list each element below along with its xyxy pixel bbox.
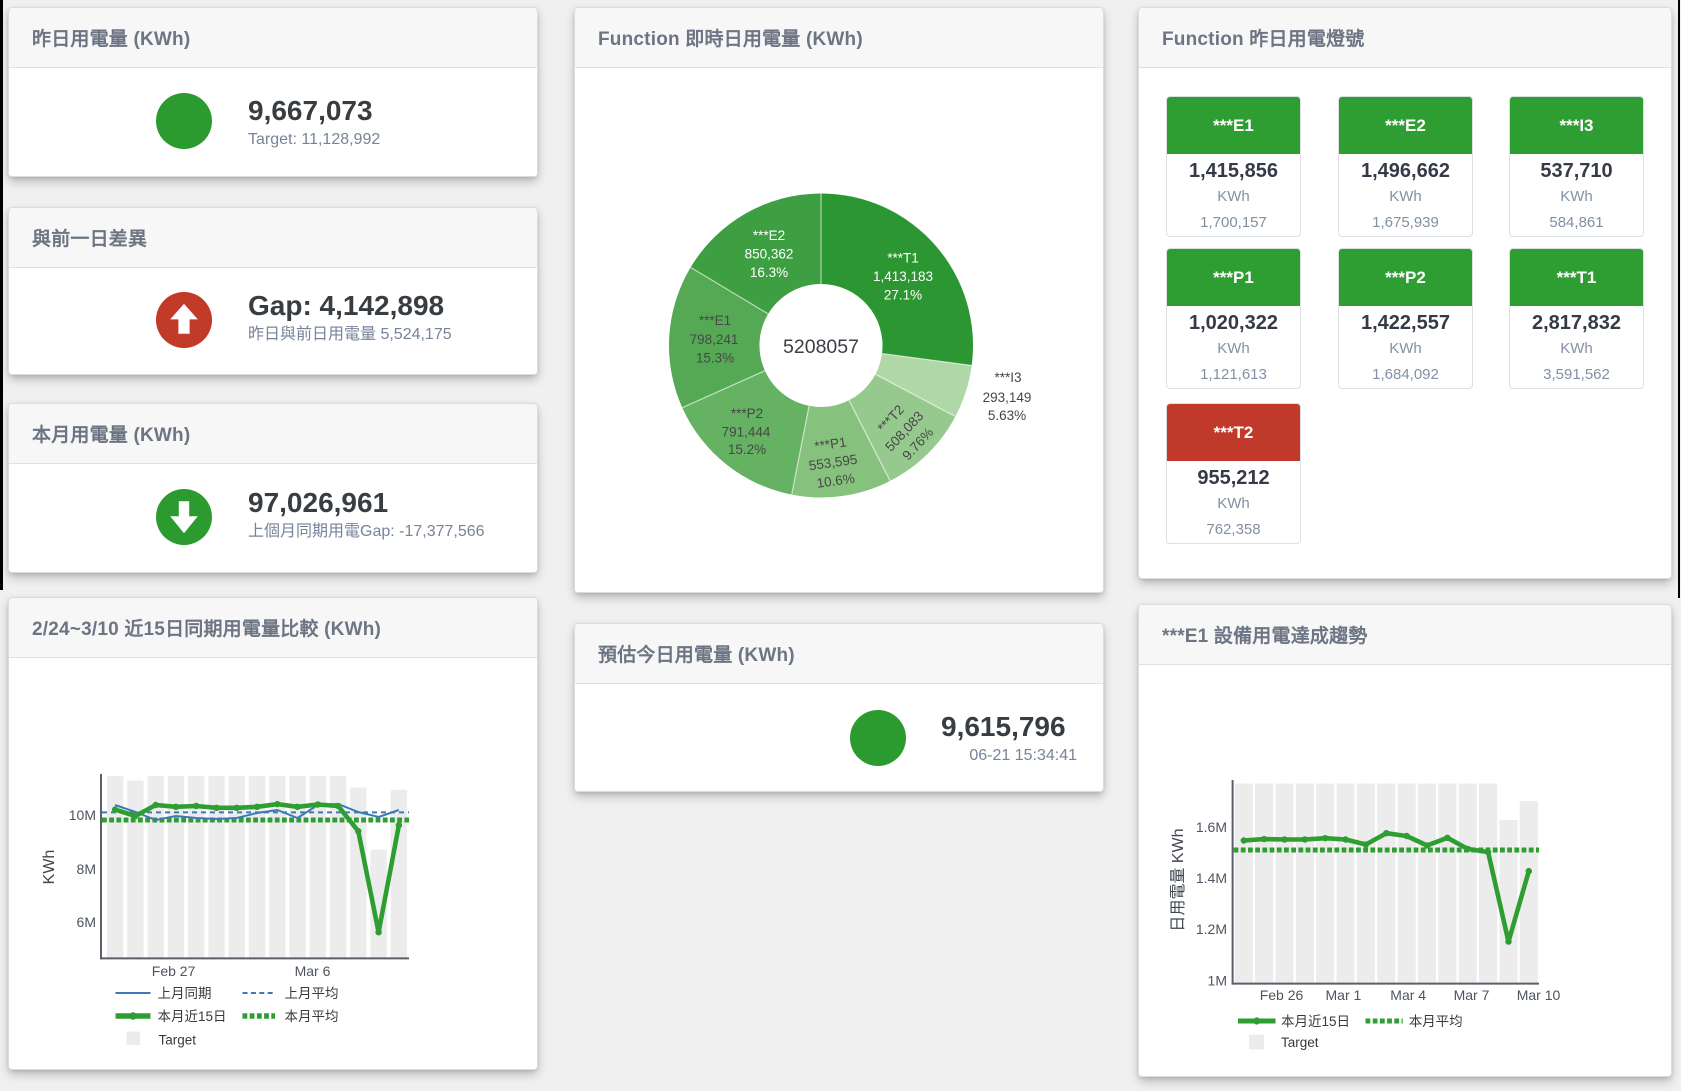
svg-text:本月近15日: 本月近15日 [1281,1014,1350,1029]
svg-text:***T1: ***T1 [887,251,919,266]
svg-text:553,595: 553,595 [808,452,858,474]
svg-text:791,444: 791,444 [722,425,771,440]
svg-text:Mar 6: Mar 6 [295,963,331,979]
svg-text:850,362: 850,362 [745,247,794,262]
svg-text:本月平均: 本月平均 [1409,1014,1463,1029]
svg-text:***E1: ***E1 [699,313,731,328]
svg-text:Target: Target [1281,1035,1319,1050]
svg-text:Target: Target [159,1033,197,1048]
svg-text:10.6%: 10.6% [816,471,856,491]
svg-text:***I3: ***I3 [994,370,1021,385]
svg-text:10M: 10M [69,807,96,823]
svg-text:27.1%: 27.1% [884,288,922,303]
svg-text:本月平均: 本月平均 [285,1009,339,1024]
svg-text:1M: 1M [1208,972,1227,988]
svg-text:1.4M: 1.4M [1196,870,1227,886]
svg-text:Mar 10: Mar 10 [1517,987,1561,1003]
svg-text:***E2: ***E2 [753,228,785,243]
svg-text:1.6M: 1.6M [1196,819,1227,835]
svg-text:日用電量 KWh: 日用電量 KWh [1170,828,1187,931]
svg-text:***P1: ***P1 [813,435,847,454]
svg-text:1,413,183: 1,413,183 [873,269,933,284]
svg-text:293,149: 293,149 [983,390,1032,405]
svg-text:KWh: KWh [41,850,58,885]
svg-text:本月近15日: 本月近15日 [158,1009,227,1024]
svg-text:16.3%: 16.3% [750,265,788,280]
svg-text:***P2: ***P2 [731,406,763,421]
svg-text:Mar 7: Mar 7 [1454,987,1490,1003]
svg-text:上月同期: 上月同期 [158,986,212,1001]
svg-text:15.2%: 15.2% [728,442,766,457]
svg-text:Feb 26: Feb 26 [1260,987,1304,1003]
svg-text:5208057: 5208057 [783,336,859,358]
svg-text:798,241: 798,241 [690,332,739,347]
svg-text:15.3%: 15.3% [696,351,734,366]
svg-text:上月平均: 上月平均 [285,986,339,1001]
svg-text:Mar 1: Mar 1 [1326,987,1362,1003]
svg-text:6M: 6M [77,914,96,930]
svg-text:8M: 8M [77,861,96,877]
svg-text:Mar 4: Mar 4 [1390,987,1426,1003]
svg-text:1.2M: 1.2M [1196,921,1227,937]
svg-text:Feb 27: Feb 27 [152,963,196,979]
svg-text:5.63%: 5.63% [988,408,1026,423]
